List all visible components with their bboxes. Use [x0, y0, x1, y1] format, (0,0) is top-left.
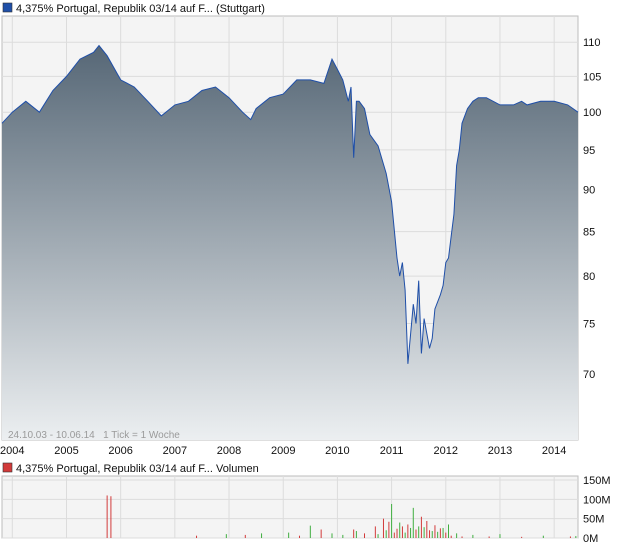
- x-tick-label: 2008: [217, 445, 241, 457]
- x-tick-label: 2004: [0, 445, 24, 457]
- volume-gridlines: [2, 476, 578, 539]
- price-area-fill: [2, 45, 578, 440]
- x-tick-label: 2010: [325, 445, 349, 457]
- x-axis-years: 2004 2005 2006 2007 2008 2009 2010 2011 2012 2013…: [0, 445, 566, 457]
- volume-y-tick-label: 100M: [583, 494, 611, 506]
- x-tick-label: 2009: [271, 445, 295, 457]
- price-legend-swatch: [2, 2, 13, 13]
- x-tick-label: 2011: [380, 445, 404, 457]
- volume-y-tick-label: 0M: [583, 533, 598, 545]
- price-y-tick-label: 85: [583, 227, 595, 239]
- price-y-tick-label: 100: [583, 107, 601, 119]
- volume-y-axis: 150M 100M 50M 0M: [583, 475, 611, 545]
- volume-bars: [106, 495, 577, 538]
- price-y-axis: 110 105 100 95 90 85 80 75 70: [583, 37, 601, 381]
- price-y-tick-label: 90: [583, 185, 595, 197]
- price-y-tick-label: 110: [583, 37, 601, 49]
- x-tick-label: 2014: [542, 445, 566, 457]
- x-tick-label: 2012: [434, 445, 458, 457]
- price-legend-label: 4,375% Portugal, Republik 03/14 auf F...…: [16, 3, 265, 15]
- volume-legend-swatch: [2, 462, 13, 473]
- price-y-tick-label: 75: [583, 319, 595, 331]
- x-tick-label: 2005: [54, 445, 78, 457]
- x-tick-label: 2007: [163, 445, 187, 457]
- volume-y-tick-label: 150M: [583, 475, 611, 487]
- volume-plot-area: [1, 475, 579, 539]
- volume-legend-label: 4,375% Portugal, Republik 03/14 auf F...…: [16, 463, 259, 475]
- price-y-tick-label: 95: [583, 145, 595, 157]
- x-tick-label: 2006: [108, 445, 132, 457]
- volume-y-tick-label: 50M: [583, 514, 604, 526]
- price-y-tick-label: 70: [583, 369, 595, 381]
- x-tick-label: 2013: [488, 445, 512, 457]
- price-area-series: [1, 44, 579, 440]
- date-range-footnote: 24.10.03 - 10.06.14 1 Tick = 1 Woche: [8, 430, 180, 441]
- price-y-tick-label: 105: [583, 71, 601, 83]
- price-line: [1, 44, 579, 364]
- price-y-tick-label: 80: [583, 271, 595, 283]
